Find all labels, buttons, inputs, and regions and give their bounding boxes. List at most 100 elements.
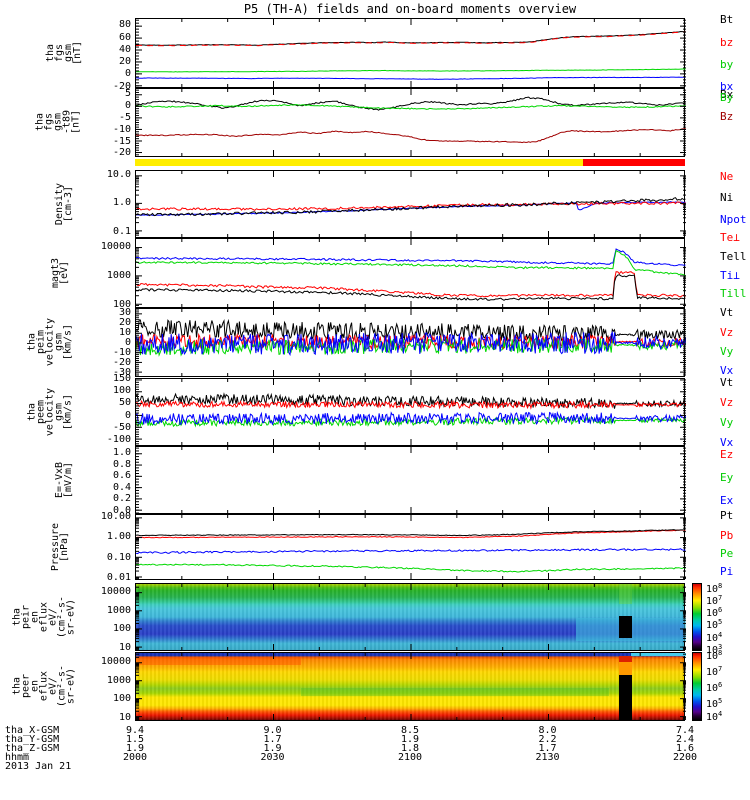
series-Vt	[136, 318, 686, 344]
spectrogram-feature	[301, 687, 609, 697]
ytick-pressure: 10.00	[100, 510, 131, 522]
axis-row-value: 9.0	[263, 725, 282, 736]
axis-row-label-tha_Y-GSM: tha_Y-GSM	[5, 734, 60, 745]
legend-Bz: Bz	[720, 110, 734, 123]
ytick-peim: 20	[118, 317, 131, 328]
spectrogram-feature	[618, 615, 633, 639]
plot-pressure	[136, 515, 686, 579]
legend-Npot: Npot	[720, 213, 747, 226]
ytick-peer: 10	[118, 711, 131, 723]
colorbar-ion-flux	[692, 583, 702, 651]
panel-fgst89	[135, 88, 686, 157]
axis-row-value: 2.4	[675, 734, 695, 745]
plot-efield	[136, 447, 686, 513]
axis-row-value: 1.9	[263, 743, 282, 754]
ytick-peem: -100	[106, 433, 131, 445]
ytick-fgs: 80	[118, 19, 131, 31]
series-Vx	[136, 330, 686, 357]
legend-Te⊥: Te⊥	[720, 231, 740, 244]
axis-row-value: 1.6	[675, 743, 695, 754]
series-Ne	[136, 201, 686, 211]
ytick-magt3: 10000	[100, 240, 131, 252]
spectrogram-feature	[136, 657, 301, 666]
panel-peem	[135, 378, 686, 446]
ytick-fgs: 20	[118, 56, 131, 68]
ylabel-fgst89: tha fgs gsm -t89 [nT]	[34, 109, 82, 135]
plot-magt3	[136, 239, 686, 307]
series-Bx	[136, 96, 686, 111]
plot-fgst89	[136, 89, 686, 156]
axis-row-value: 2.2	[538, 734, 557, 745]
colorbar-label: 107	[706, 593, 723, 608]
legend-Ey: Ey	[720, 471, 734, 484]
ytick-peem: 100	[112, 385, 131, 397]
axis-row-value: 2130	[535, 752, 560, 763]
series-Pe	[136, 563, 686, 573]
legend-bx: bx	[720, 80, 734, 93]
axis-row-value: 7.4	[675, 725, 695, 736]
ytick-efield: 0.6	[112, 470, 131, 482]
legend-Bt: Bt	[720, 13, 734, 26]
series-by	[136, 68, 686, 73]
ytick-fgs: 60	[118, 31, 131, 43]
ytick-peim: 30	[118, 307, 131, 318]
spectrogram-feature	[618, 675, 633, 721]
panel-peim	[135, 308, 686, 377]
ylabel-peim: tha peim velocity gsm [km/s]	[26, 317, 74, 367]
ytick-pressure: 0.10	[106, 551, 131, 563]
spectrogram-feature	[631, 653, 686, 656]
axis-row-value: 1.8	[400, 743, 420, 754]
spectrogram-texture	[136, 653, 684, 720]
ylabel-efield: E=-VxB [mV/m]	[54, 461, 74, 499]
date-label: 2013 Jan 21	[5, 761, 72, 772]
ytick-peer: 1000	[106, 674, 131, 686]
ylabel-fgs: tha fgs gsm [nT]	[45, 40, 83, 66]
colorbar-label: 108	[706, 581, 723, 596]
legend-Vt: Vt	[720, 376, 734, 389]
ytick-peim: 0	[124, 337, 131, 348]
colorbar-label: 107	[706, 664, 723, 679]
ylabel-magt3: magt3 [eV]	[50, 257, 70, 289]
plot-peir	[136, 584, 686, 650]
ytick-peim: -10	[112, 347, 131, 358]
panel-peer	[135, 652, 686, 721]
ytick-fgst89: -10	[112, 123, 131, 135]
plot-fgs	[136, 19, 686, 87]
series-By	[136, 103, 686, 110]
panel-magt3	[135, 238, 686, 308]
series-Pi	[136, 548, 686, 555]
ylabel-peem: tha peem velocity gsm [km/s]	[26, 387, 74, 437]
axis-row-value: 8.5	[400, 725, 420, 736]
series-Pb	[136, 529, 686, 539]
axis-row-label-tha_X-GSM: tha_X-GSM	[5, 725, 60, 736]
page-title: P5 (TH-A) fields and on-board moments ov…	[243, 2, 577, 16]
legend-Till: Till	[720, 287, 747, 300]
axis-row-label-tha_Z-GSM: tha_Z-GSM	[5, 743, 60, 754]
panel-efield	[135, 446, 686, 514]
legend-Vz: Vz	[720, 396, 734, 409]
legend-Tell: Tell	[720, 250, 747, 263]
ytick-peim: -30	[112, 367, 131, 378]
colorbar-label: 104	[706, 630, 723, 645]
panel-density	[135, 170, 686, 238]
colorbar-electron-flux	[692, 652, 702, 721]
colorbar-label: 106	[706, 680, 723, 695]
legend-Ex: Ex	[720, 494, 734, 507]
ytick-pressure: 0.01	[106, 571, 131, 583]
ytick-fgst89: 5	[124, 87, 131, 99]
spectrogram-feature	[618, 656, 633, 662]
ytick-peem: 50	[118, 397, 131, 409]
series-Bz	[136, 127, 686, 144]
spectrogram-feature	[618, 661, 633, 676]
plot-peer	[136, 653, 686, 720]
ytick-fgst89: -20	[112, 147, 131, 159]
ytick-density: 10.0	[106, 168, 131, 180]
axis-row-value: 2200	[672, 752, 698, 763]
ytick-peim: 10	[118, 327, 131, 338]
series-Vz	[136, 399, 686, 410]
ytick-efield: 1.0	[112, 446, 131, 458]
axis-row-value: 1.5	[125, 734, 145, 745]
legend-Bx: Bx	[720, 88, 734, 101]
axis-row-value: 1.7	[538, 743, 557, 754]
panel-fgs	[135, 18, 686, 88]
